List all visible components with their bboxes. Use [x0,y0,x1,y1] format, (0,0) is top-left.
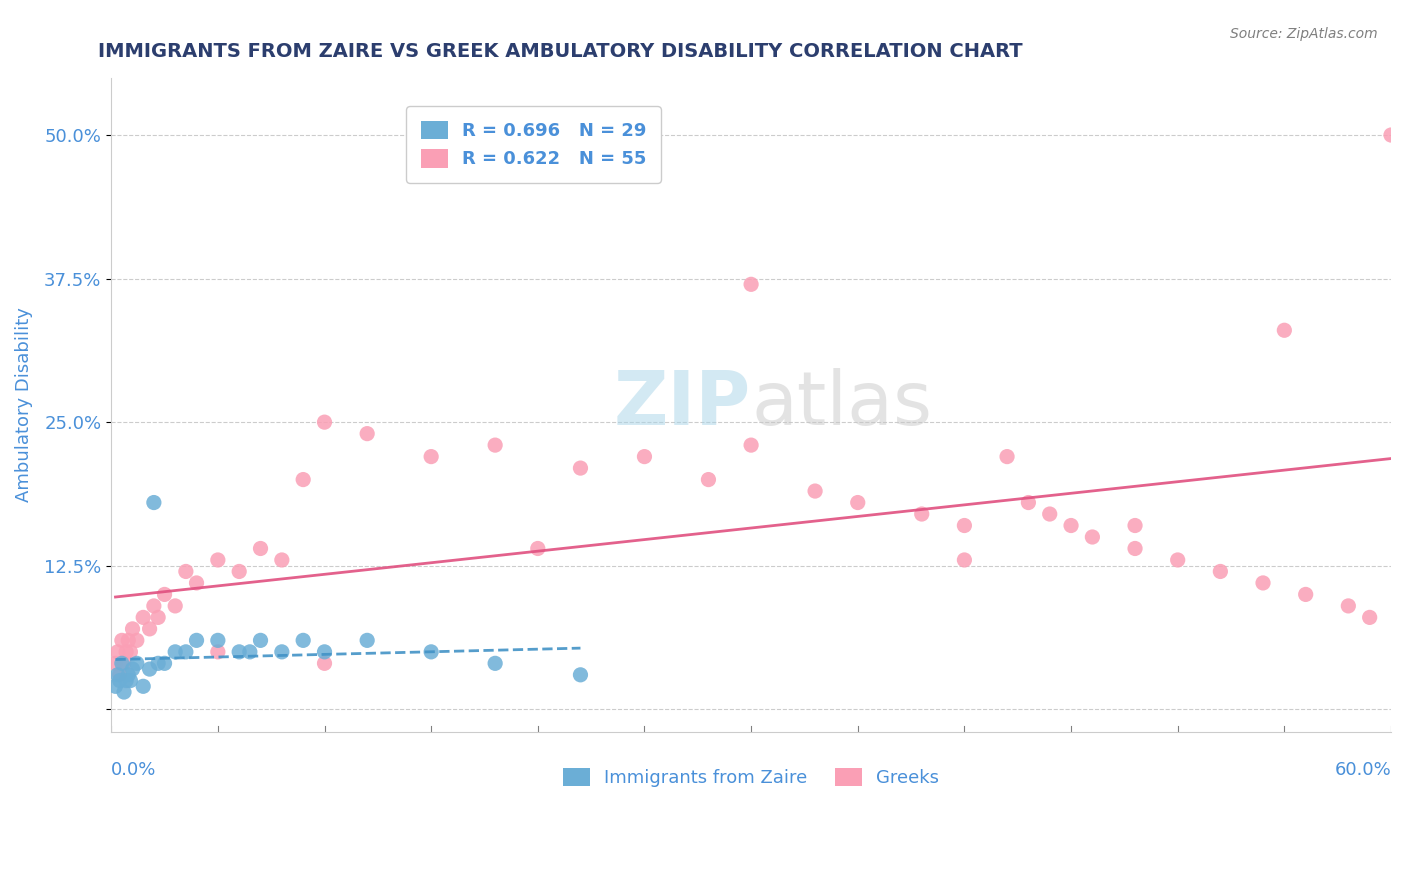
Point [121,622,143,636]
Point [804,484,827,499]
Point [112,685,135,699]
Point [1167,553,1189,567]
Point [1337,599,1360,613]
Point [108,673,131,688]
Point [111,633,134,648]
Point [1295,587,1317,601]
Point [740,438,762,452]
Point [527,541,550,556]
Point [569,461,592,475]
Point [270,553,292,567]
Point [239,645,262,659]
Point [633,450,655,464]
Point [911,507,934,521]
Point [249,541,271,556]
Point [165,645,187,659]
Point [1081,530,1104,544]
Point [104,657,127,671]
Text: atlas: atlas [751,368,932,442]
Point [132,679,155,693]
Point [120,645,142,659]
Point [484,438,506,452]
Point [207,633,229,648]
Point [138,622,160,636]
Point [142,495,165,509]
Point [292,633,315,648]
Point [174,565,197,579]
Point [953,518,976,533]
Text: 0.0%: 0.0% [111,761,156,779]
Point [420,645,443,659]
Point [314,415,336,429]
Point [314,645,336,659]
Point [228,645,250,659]
Point [153,657,176,671]
Point [228,565,250,579]
Point [1039,507,1062,521]
Point [356,426,378,441]
Point [569,668,592,682]
Point [292,473,315,487]
Point [1017,495,1039,509]
Point [120,673,142,688]
Text: ZIP: ZIP [614,368,751,442]
Point [995,450,1018,464]
Point [108,668,131,682]
Point [107,668,129,682]
Text: 60.0%: 60.0% [1334,761,1391,779]
Point [112,657,135,671]
Point [1272,323,1295,337]
Point [132,610,155,624]
Point [111,657,134,671]
Point [117,633,139,648]
Point [1060,518,1083,533]
Point [314,657,336,671]
Point [146,610,169,624]
Point [115,645,138,659]
Point [420,450,443,464]
Point [697,473,720,487]
Point [121,662,143,676]
Point [1251,576,1274,591]
Point [846,495,869,509]
Point [207,553,229,567]
Point [142,599,165,613]
Point [740,277,762,292]
Point [953,553,976,567]
Point [1123,541,1146,556]
Point [125,633,148,648]
Point [153,587,176,601]
Point [146,657,169,671]
Point [138,662,160,676]
Legend: Immigrants from Zaire, Greeks: Immigrants from Zaire, Greeks [548,754,953,802]
Point [484,657,506,671]
Point [125,657,148,671]
Point [115,673,138,688]
Text: Source: ZipAtlas.com: Source: ZipAtlas.com [1230,27,1378,41]
Point [1123,518,1146,533]
Point [165,599,187,613]
Point [107,645,129,659]
Point [270,645,292,659]
Point [207,645,229,659]
Point [1379,128,1402,142]
Point [186,576,208,591]
Point [1209,565,1232,579]
Text: IMMIGRANTS FROM ZAIRE VS GREEK AMBULATORY DISABILITY CORRELATION CHART: IMMIGRANTS FROM ZAIRE VS GREEK AMBULATOR… [98,42,1024,61]
Point [117,668,139,682]
Point [174,645,197,659]
Point [104,679,127,693]
Point [356,633,378,648]
Point [1358,610,1381,624]
Point [249,633,271,648]
Point [186,633,208,648]
Y-axis label: Ambulatory Disability: Ambulatory Disability [15,308,32,502]
